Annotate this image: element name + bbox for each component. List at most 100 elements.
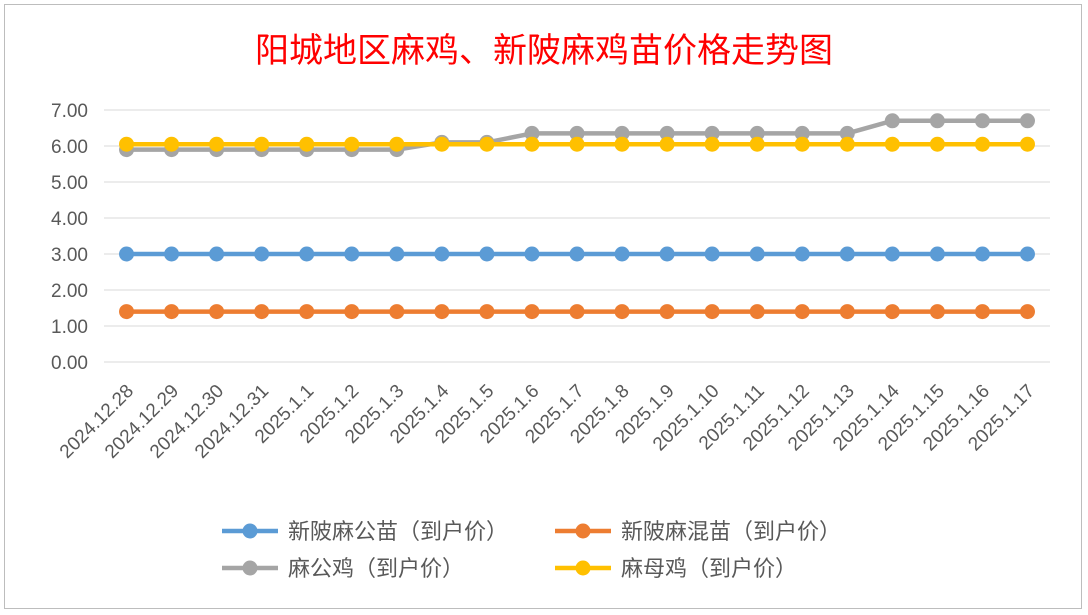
data-point [119, 246, 135, 262]
legend-item: 麻公鸡（到户价） [222, 557, 464, 582]
data-point [479, 246, 495, 262]
data-point [974, 246, 990, 262]
data-point [884, 246, 900, 262]
data-point [839, 125, 855, 141]
data-point [659, 246, 675, 262]
data-point [974, 304, 990, 320]
data-point [524, 246, 540, 262]
data-point [1019, 246, 1035, 262]
y-axis: 0.00 1.00 2.00 3.00 4.00 5.00 6.00 7.00 [51, 101, 88, 374]
data-point [1019, 136, 1035, 152]
data-point [569, 246, 585, 262]
legend-swatch-marker [575, 560, 591, 576]
y-tick-label: 7.00 [51, 101, 88, 122]
legend-label: 麻公鸡（到户价） [288, 557, 464, 582]
data-point [929, 246, 945, 262]
legend-label: 麻母鸡（到户价） [621, 557, 797, 582]
y-tick-label: 0.00 [51, 353, 88, 374]
data-point [749, 136, 765, 152]
legend-swatch-marker [242, 560, 258, 576]
data-point [569, 304, 585, 320]
data-point [884, 304, 900, 320]
data-point [479, 304, 495, 320]
data-point [164, 246, 180, 262]
data-point [839, 246, 855, 262]
data-point [1019, 113, 1035, 129]
data-point [119, 136, 135, 152]
data-point [929, 113, 945, 129]
data-point [749, 304, 765, 320]
legend-item: 新陂麻公苗（到户价） [222, 520, 508, 545]
data-point [119, 304, 135, 320]
data-point [659, 304, 675, 320]
data-point [929, 304, 945, 320]
data-point [254, 246, 270, 262]
series-1 [119, 246, 1035, 262]
legend: 新陂麻公苗（到户价） 新陂麻混苗（到户价） 麻公鸡（到户价） 麻母鸡（到户价） [222, 520, 841, 582]
data-point [344, 304, 360, 320]
data-point [659, 136, 675, 152]
data-point [164, 136, 180, 152]
y-tick-label: 1.00 [51, 317, 88, 338]
data-point [524, 125, 540, 141]
data-point [254, 136, 270, 152]
legend-item: 麻母鸡（到户价） [555, 557, 797, 582]
legend-swatch-marker [242, 523, 258, 539]
data-point [344, 136, 360, 152]
data-point [659, 125, 675, 141]
data-point [614, 125, 630, 141]
data-point [254, 304, 270, 320]
data-point [209, 304, 225, 320]
data-point [749, 125, 765, 141]
series-4 [119, 136, 1035, 152]
data-point [299, 246, 315, 262]
chart-title: 阳城地区麻鸡、新陂麻鸡苗价格走势图 [255, 31, 833, 71]
legend-swatch-marker [575, 523, 591, 539]
data-point [389, 304, 405, 320]
data-point [344, 246, 360, 262]
data-point [209, 136, 225, 152]
x-axis: 2024.12.282024.12.292024.12.302024.12.31… [56, 380, 1039, 462]
data-point [479, 136, 495, 152]
data-point [794, 136, 810, 152]
data-point [389, 136, 405, 152]
data-point [164, 304, 180, 320]
data-point [614, 246, 630, 262]
data-point [434, 246, 450, 262]
data-point [614, 304, 630, 320]
data-point [929, 136, 945, 152]
data-point [704, 304, 720, 320]
data-point [299, 136, 315, 152]
data-point [884, 113, 900, 129]
data-point [839, 304, 855, 320]
data-point [1019, 304, 1035, 320]
data-point [749, 246, 765, 262]
data-point [434, 304, 450, 320]
data-point [704, 246, 720, 262]
data-point [434, 136, 450, 152]
legend-item: 新陂麻混苗（到户价） [555, 520, 841, 545]
data-point [974, 113, 990, 129]
data-point [389, 246, 405, 262]
data-point [884, 136, 900, 152]
data-point [524, 136, 540, 152]
data-point [704, 136, 720, 152]
data-point [794, 125, 810, 141]
data-point [974, 136, 990, 152]
data-point [569, 125, 585, 141]
chart-frame [4, 4, 1082, 609]
data-point [209, 246, 225, 262]
data-point [704, 125, 720, 141]
series-2 [119, 304, 1035, 320]
data-point [839, 136, 855, 152]
y-tick-label: 6.00 [51, 137, 88, 158]
data-point [524, 304, 540, 320]
data-point [299, 304, 315, 320]
data-point [614, 136, 630, 152]
data-point [569, 136, 585, 152]
y-tick-label: 4.00 [51, 209, 88, 230]
plot-area [119, 113, 1035, 320]
data-point [794, 246, 810, 262]
y-tick-label: 3.00 [51, 245, 88, 266]
